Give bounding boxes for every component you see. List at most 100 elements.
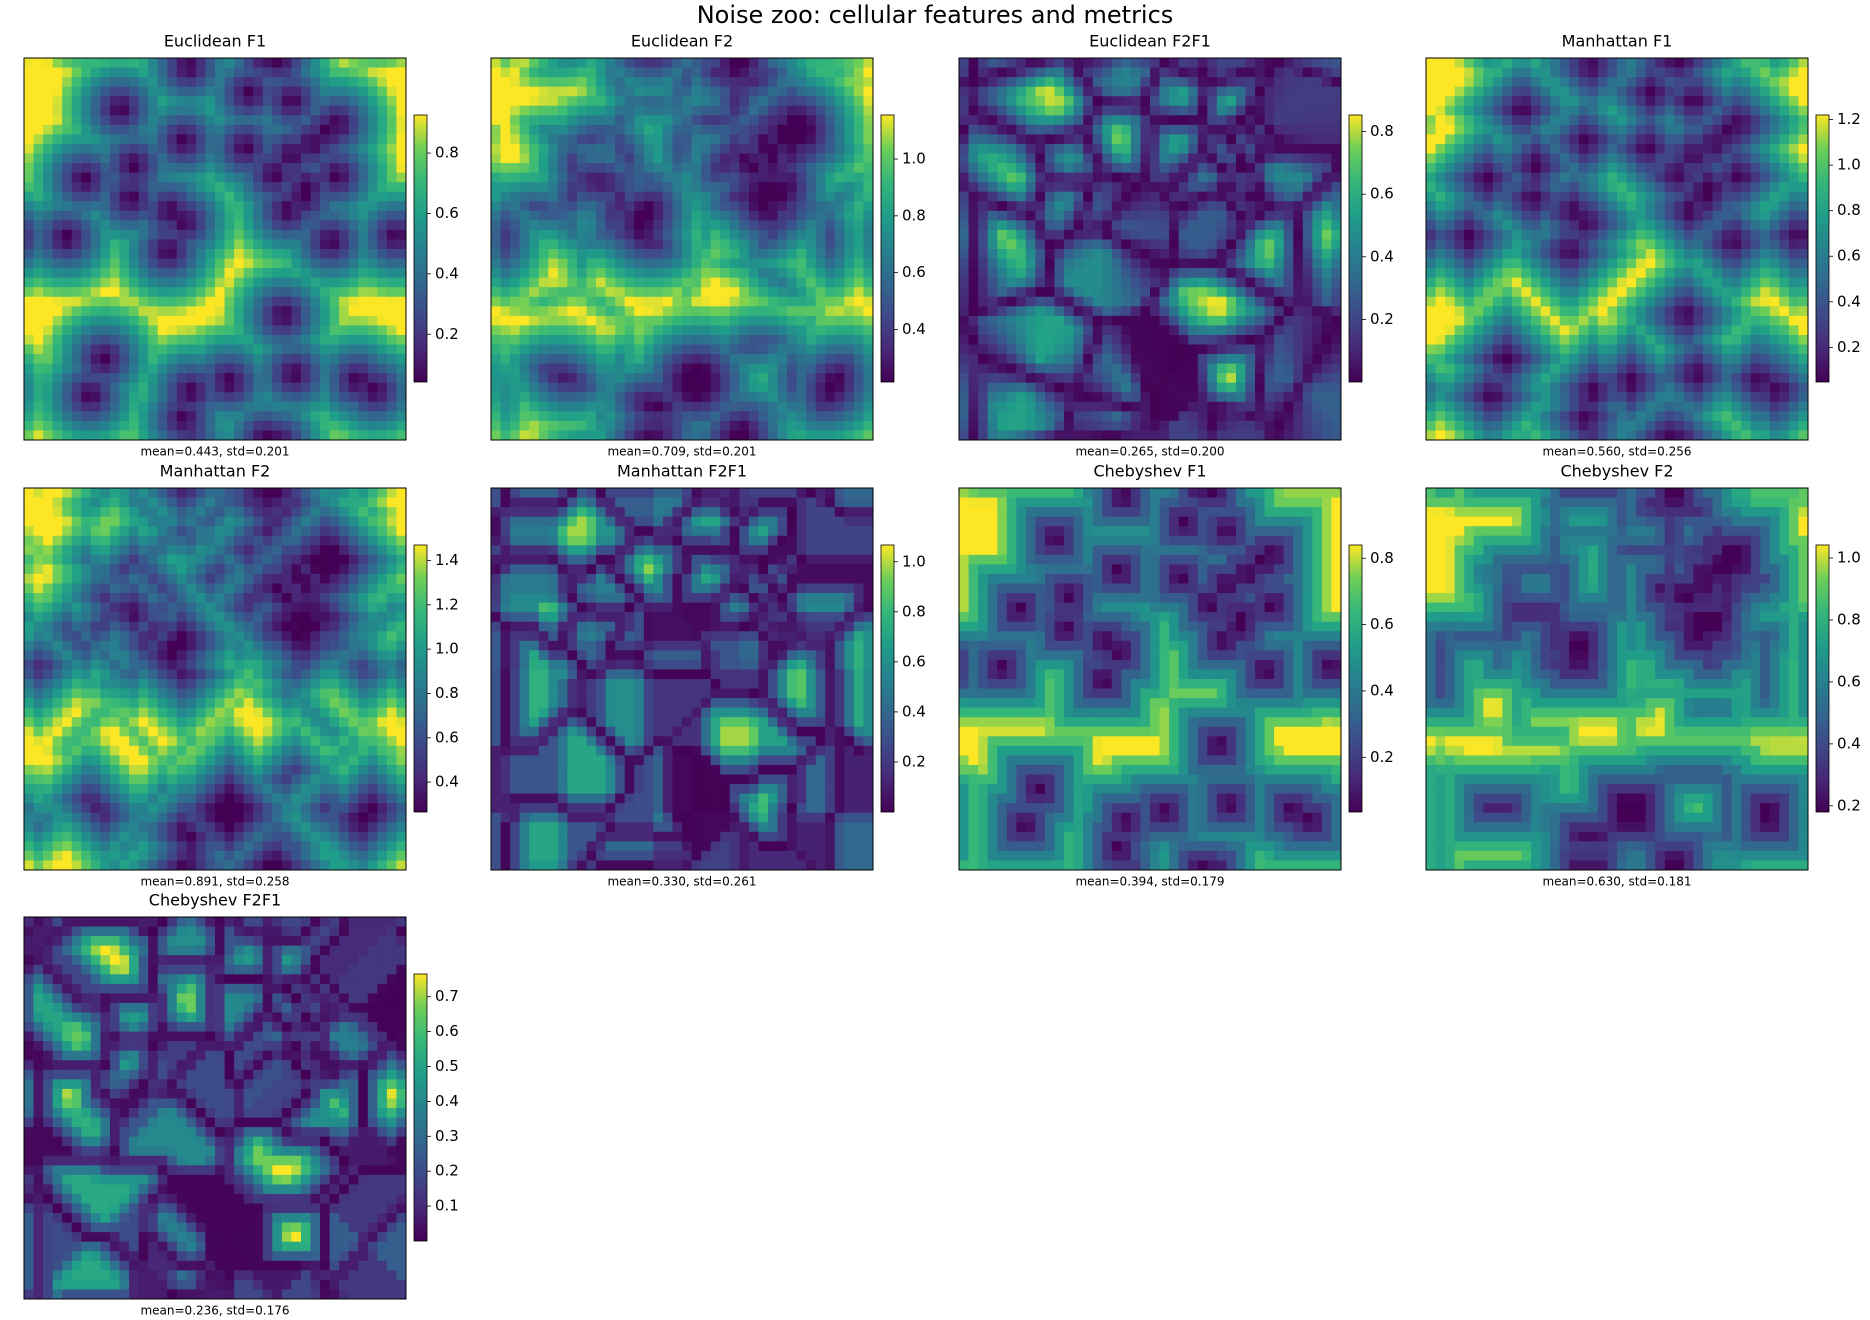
heatmap-cell <box>291 268 302 279</box>
heatmap-cell <box>701 220 712 231</box>
heatmap-cell <box>148 182 159 193</box>
heatmap-cell <box>43 105 54 116</box>
heatmap-cell <box>62 306 73 317</box>
heatmap-cell <box>529 373 540 384</box>
heatmap-cell <box>1216 344 1227 355</box>
heatmap-cell <box>729 268 740 279</box>
heatmap-cell <box>758 105 769 116</box>
heatmap-cell <box>557 277 568 288</box>
heatmap-cell <box>138 229 149 240</box>
heatmap-cell <box>1025 182 1036 193</box>
heatmap-cell <box>348 124 359 135</box>
heatmap-cell <box>1492 67 1503 78</box>
heatmap-cell <box>1073 411 1084 422</box>
heatmap-cell <box>643 296 654 307</box>
heatmap-cell <box>605 430 616 441</box>
heatmap-cell <box>310 191 321 202</box>
heatmap-cell <box>1044 86 1055 97</box>
heatmap-cell <box>1178 191 1189 202</box>
heatmap-cell <box>1121 344 1132 355</box>
heatmap-cell <box>567 401 578 412</box>
heatmap-cell <box>500 220 511 231</box>
heatmap-cell <box>758 191 769 202</box>
heatmap-cell <box>491 401 501 412</box>
heatmap-cell <box>557 210 568 221</box>
heatmap-cell <box>129 201 139 212</box>
heatmap-cell <box>1025 354 1036 364</box>
heatmap-cell <box>815 430 826 441</box>
heatmap-cell <box>1255 220 1265 231</box>
heatmap-cell <box>1197 191 1208 202</box>
heatmap-cell <box>853 277 864 288</box>
heatmap-cell <box>672 287 683 298</box>
heatmap-cell <box>997 373 1008 384</box>
heatmap-cell <box>1226 306 1237 317</box>
heatmap-cell <box>195 153 206 164</box>
heatmap-cell <box>815 239 826 250</box>
heatmap-cell <box>767 268 778 279</box>
heatmap-cell <box>605 201 616 212</box>
heatmap-cell <box>1445 77 1456 88</box>
heatmap-cell <box>1274 334 1285 345</box>
heatmap-cell <box>844 306 855 317</box>
heatmap-cell <box>1531 86 1541 97</box>
heatmap-cell <box>1255 373 1265 384</box>
heatmap-cell <box>119 96 130 107</box>
heatmap-cell <box>796 258 807 269</box>
heatmap-cell <box>129 268 139 279</box>
heatmap-cell <box>1321 163 1332 173</box>
heatmap-cell <box>1102 115 1113 126</box>
heatmap-cell <box>624 239 635 250</box>
heatmap-cell <box>339 134 350 145</box>
heatmap-cell <box>167 86 178 97</box>
heatmap-cell <box>863 334 874 345</box>
heatmap-cell <box>186 420 197 431</box>
heatmap-cell <box>777 430 788 441</box>
heatmap-cell <box>119 115 130 126</box>
heatmap-cell <box>615 392 626 403</box>
heatmap-cell <box>1283 325 1294 336</box>
heatmap-cell <box>997 239 1008 250</box>
heatmap-cell <box>1312 373 1323 384</box>
heatmap-cell <box>739 153 750 164</box>
heatmap-cell <box>176 86 187 97</box>
heatmap-cell <box>138 315 149 326</box>
heatmap-cell <box>100 96 111 107</box>
heatmap-cell <box>853 249 864 259</box>
heatmap-cell <box>195 334 206 345</box>
heatmap-cell <box>367 86 378 97</box>
heatmap-cell <box>329 58 340 68</box>
heatmap-cell <box>1178 67 1189 78</box>
heatmap-cell <box>519 382 530 393</box>
heatmap-cell <box>767 143 778 154</box>
heatmap-cell <box>834 277 845 288</box>
heatmap-cell <box>1092 105 1103 116</box>
heatmap-cell <box>720 373 731 384</box>
heatmap-cell <box>710 124 721 135</box>
heatmap-cell <box>1331 182 1342 193</box>
heatmap-cell <box>24 182 34 193</box>
heatmap-cell <box>1226 229 1237 240</box>
heatmap-cell <box>748 172 759 183</box>
heatmap-cell <box>1274 249 1285 259</box>
heatmap-cell <box>1169 134 1180 145</box>
heatmap-cell <box>997 191 1008 202</box>
heatmap-cell <box>1035 201 1046 212</box>
heatmap-cell <box>1083 239 1094 250</box>
heatmap-cell <box>367 382 378 393</box>
heatmap-cell <box>643 58 654 68</box>
heatmap-cell <box>1121 268 1132 279</box>
heatmap-cell <box>186 201 197 212</box>
heatmap-cell <box>157 86 168 97</box>
heatmap-cell <box>157 401 168 412</box>
heatmap-cell <box>720 420 731 431</box>
heatmap-cell <box>1293 163 1304 173</box>
heatmap-cell <box>109 210 120 221</box>
heatmap-cell <box>710 182 721 193</box>
heatmap-cell <box>596 430 606 441</box>
heatmap-cell <box>1331 249 1342 259</box>
heatmap-cell <box>386 334 397 345</box>
heatmap-cell <box>167 401 178 412</box>
heatmap-cell <box>1169 268 1180 279</box>
colorbar-tick-label: 0.4 <box>435 264 459 282</box>
